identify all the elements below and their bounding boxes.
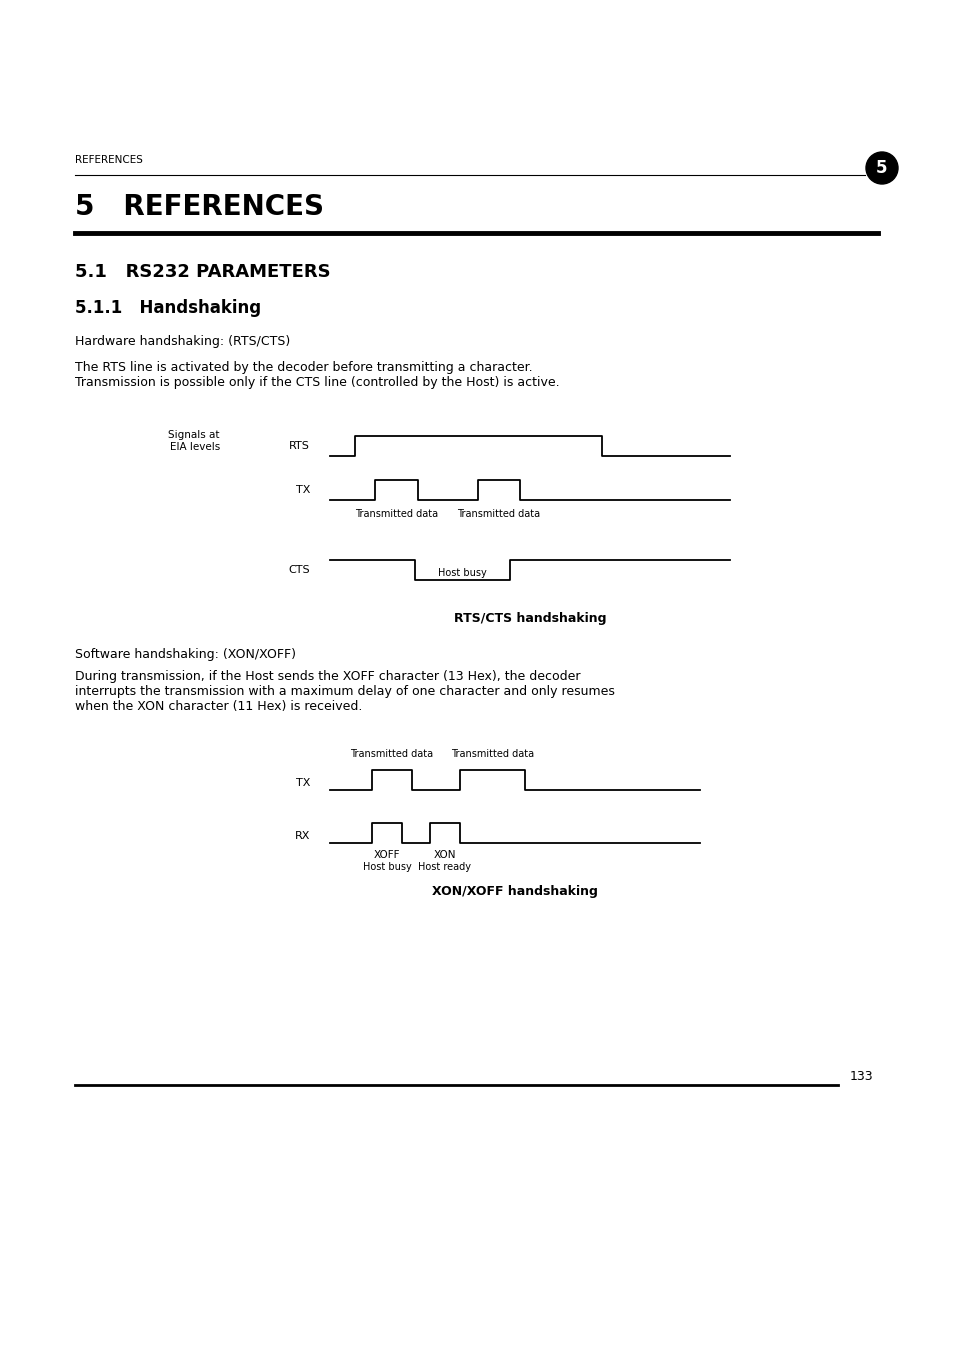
Text: Transmitted data: Transmitted data — [355, 509, 437, 519]
Text: During transmission, if the Host sends the XOFF character (13 Hex), the decoder: During transmission, if the Host sends t… — [75, 670, 579, 684]
Text: 5.1   RS232 PARAMETERS: 5.1 RS232 PARAMETERS — [75, 263, 331, 281]
Text: The RTS line is activated by the decoder before transmitting a character.: The RTS line is activated by the decoder… — [75, 361, 532, 374]
Text: XON/XOFF handshaking: XON/XOFF handshaking — [432, 885, 598, 898]
Text: RTS/CTS handshaking: RTS/CTS handshaking — [454, 612, 605, 626]
Text: Transmission is possible only if the CTS line (controlled by the Host) is active: Transmission is possible only if the CTS… — [75, 376, 559, 389]
Text: Host busy: Host busy — [437, 567, 486, 578]
Text: Transmitted data: Transmitted data — [456, 509, 540, 519]
Text: XOFF: XOFF — [374, 850, 400, 861]
Text: 5: 5 — [876, 159, 887, 177]
Text: TX: TX — [295, 778, 310, 788]
Text: REFERENCES: REFERENCES — [75, 155, 143, 165]
Text: 5.1.1   Handshaking: 5.1.1 Handshaking — [75, 299, 261, 317]
Text: Host busy: Host busy — [362, 862, 411, 871]
Text: Signals at: Signals at — [169, 430, 220, 440]
Text: TX: TX — [295, 485, 310, 494]
Text: Software handshaking: (XON/XOFF): Software handshaking: (XON/XOFF) — [75, 648, 295, 661]
Text: CTS: CTS — [288, 565, 310, 576]
Text: RTS: RTS — [289, 440, 310, 451]
Text: 5   REFERENCES: 5 REFERENCES — [75, 193, 324, 222]
Text: EIA levels: EIA levels — [170, 442, 220, 453]
Text: Host ready: Host ready — [418, 862, 471, 871]
Text: 133: 133 — [848, 1070, 872, 1084]
Text: XON: XON — [434, 850, 456, 861]
Text: RX: RX — [294, 831, 310, 842]
Circle shape — [865, 153, 897, 184]
Text: Transmitted data: Transmitted data — [350, 748, 433, 759]
Text: Transmitted data: Transmitted data — [451, 748, 534, 759]
Text: when the XON character (11 Hex) is received.: when the XON character (11 Hex) is recei… — [75, 700, 362, 713]
Text: Hardware handshaking: (RTS/CTS): Hardware handshaking: (RTS/CTS) — [75, 335, 290, 349]
Text: interrupts the transmission with a maximum delay of one character and only resum: interrupts the transmission with a maxim… — [75, 685, 615, 698]
